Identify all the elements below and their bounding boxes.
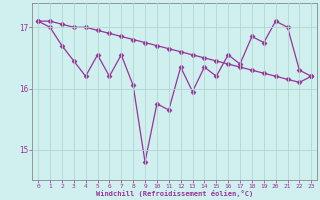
X-axis label: Windchill (Refroidissement éolien,°C): Windchill (Refroidissement éolien,°C): [96, 190, 253, 197]
